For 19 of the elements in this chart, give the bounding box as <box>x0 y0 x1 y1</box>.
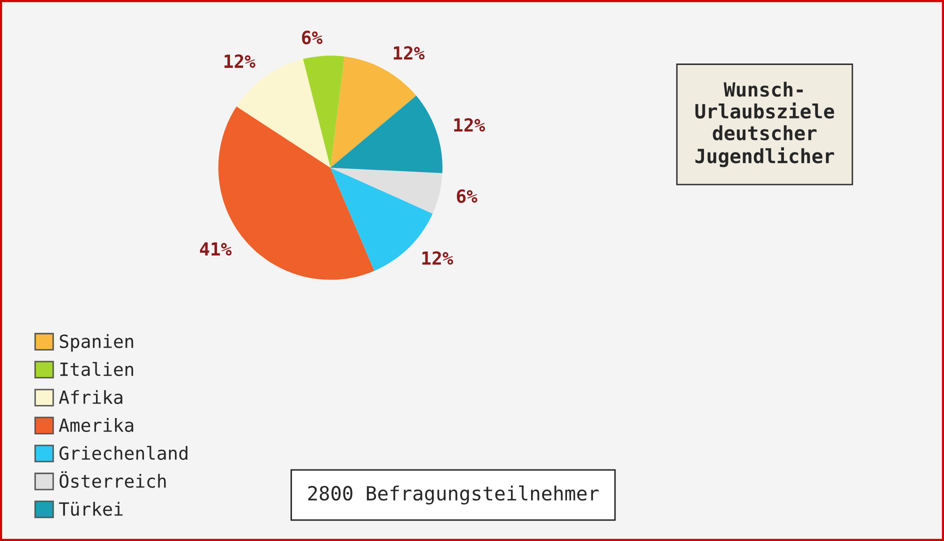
legend-label: Griechenland <box>60 446 188 460</box>
data-label: 6% <box>456 189 478 203</box>
data-label: 6% <box>302 30 322 44</box>
legend-label: Spanien <box>60 334 134 352</box>
legend-label: Italien <box>60 362 134 376</box>
legend-label: Amerika <box>58 418 134 432</box>
text: Wunsch- Urlaubsziele deutscher Jugendlicher <box>695 82 834 168</box>
legend-label: Türkei <box>59 502 123 516</box>
pie-slice <box>330 168 442 214</box>
legend-label: Afrika <box>58 390 122 404</box>
data-label: 12% <box>394 46 425 60</box>
data-label: 12% <box>454 118 486 132</box>
data-label: 12% <box>224 54 256 68</box>
data-label: 12% <box>422 251 454 265</box>
legend-label: Österreich <box>60 471 166 488</box>
data-label: 41% <box>200 242 232 256</box>
text: 2800 Befragungsteilnehmer <box>308 485 599 505</box>
pie-slice <box>330 96 442 174</box>
pie-slice <box>302 56 344 168</box>
